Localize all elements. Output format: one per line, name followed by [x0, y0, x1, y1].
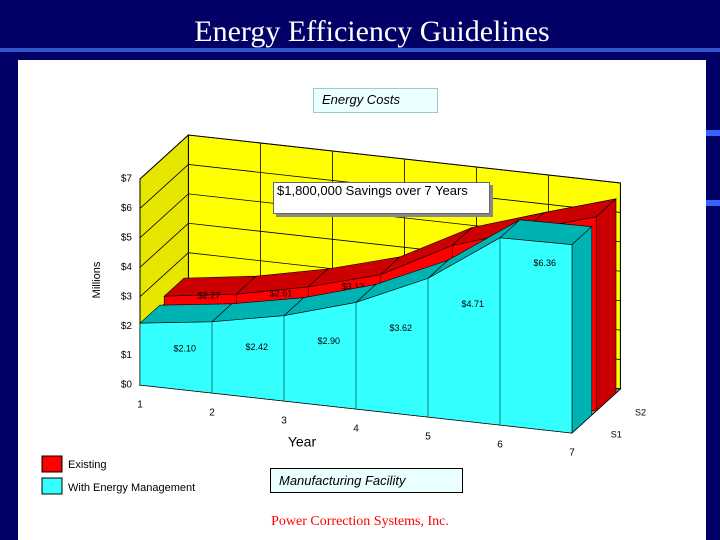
x-tick-label: 4 [353, 424, 359, 435]
stripe [0, 48, 720, 52]
value-label: $6.36 [534, 258, 557, 268]
chart-title: Energy Costs [313, 88, 438, 113]
value-label: $2.90 [318, 336, 341, 346]
y-tick-label: $7 [121, 174, 133, 185]
value-label: $2.27 [198, 291, 221, 301]
y-tick-label: $4 [121, 262, 133, 273]
chart-subtitle: Manufacturing Facility [270, 468, 463, 493]
value-label: $4.71 [462, 299, 485, 309]
y-tick-label: $6 [121, 203, 133, 214]
legend-swatch [41, 477, 63, 495]
depth-label: S2 [635, 407, 646, 417]
value-label: $2.61 [270, 289, 293, 299]
value-label: $2.42 [246, 342, 269, 352]
area-end [595, 198, 617, 412]
x-tick-label: 2 [209, 408, 215, 419]
legend-label: Existing [68, 459, 107, 471]
value-label: $3.62 [390, 323, 413, 333]
y-axis-label: Millions [91, 261, 103, 298]
stripe [700, 130, 720, 136]
depth-label: S1 [611, 429, 622, 439]
x-tick-label: 5 [425, 432, 431, 443]
x-axis-label: Year [288, 434, 317, 450]
x-tick-label: 7 [569, 448, 575, 459]
legend-label: With Energy Management [68, 482, 195, 494]
x-tick-label: 1 [137, 400, 143, 411]
y-tick-label: $5 [121, 232, 133, 243]
annotation: $1,800,000 Savings over 7 Years [273, 182, 490, 214]
value-label: $3.13 [342, 281, 365, 291]
legend-swatch [41, 455, 63, 473]
x-tick-label: 3 [281, 416, 287, 427]
y-tick-label: $2 [121, 321, 133, 332]
y-tick-label: $1 [121, 350, 133, 361]
footer: Power Correction Systems, Inc. [271, 514, 449, 529]
x-tick-label: 6 [497, 440, 503, 451]
slide-title: Energy Efficiency Guidelines [194, 15, 549, 48]
area-end [571, 225, 593, 434]
value-label: $2.10 [174, 344, 197, 354]
stripe [705, 200, 720, 206]
y-tick-label: $0 [121, 380, 133, 391]
y-tick-label: $3 [121, 291, 133, 302]
